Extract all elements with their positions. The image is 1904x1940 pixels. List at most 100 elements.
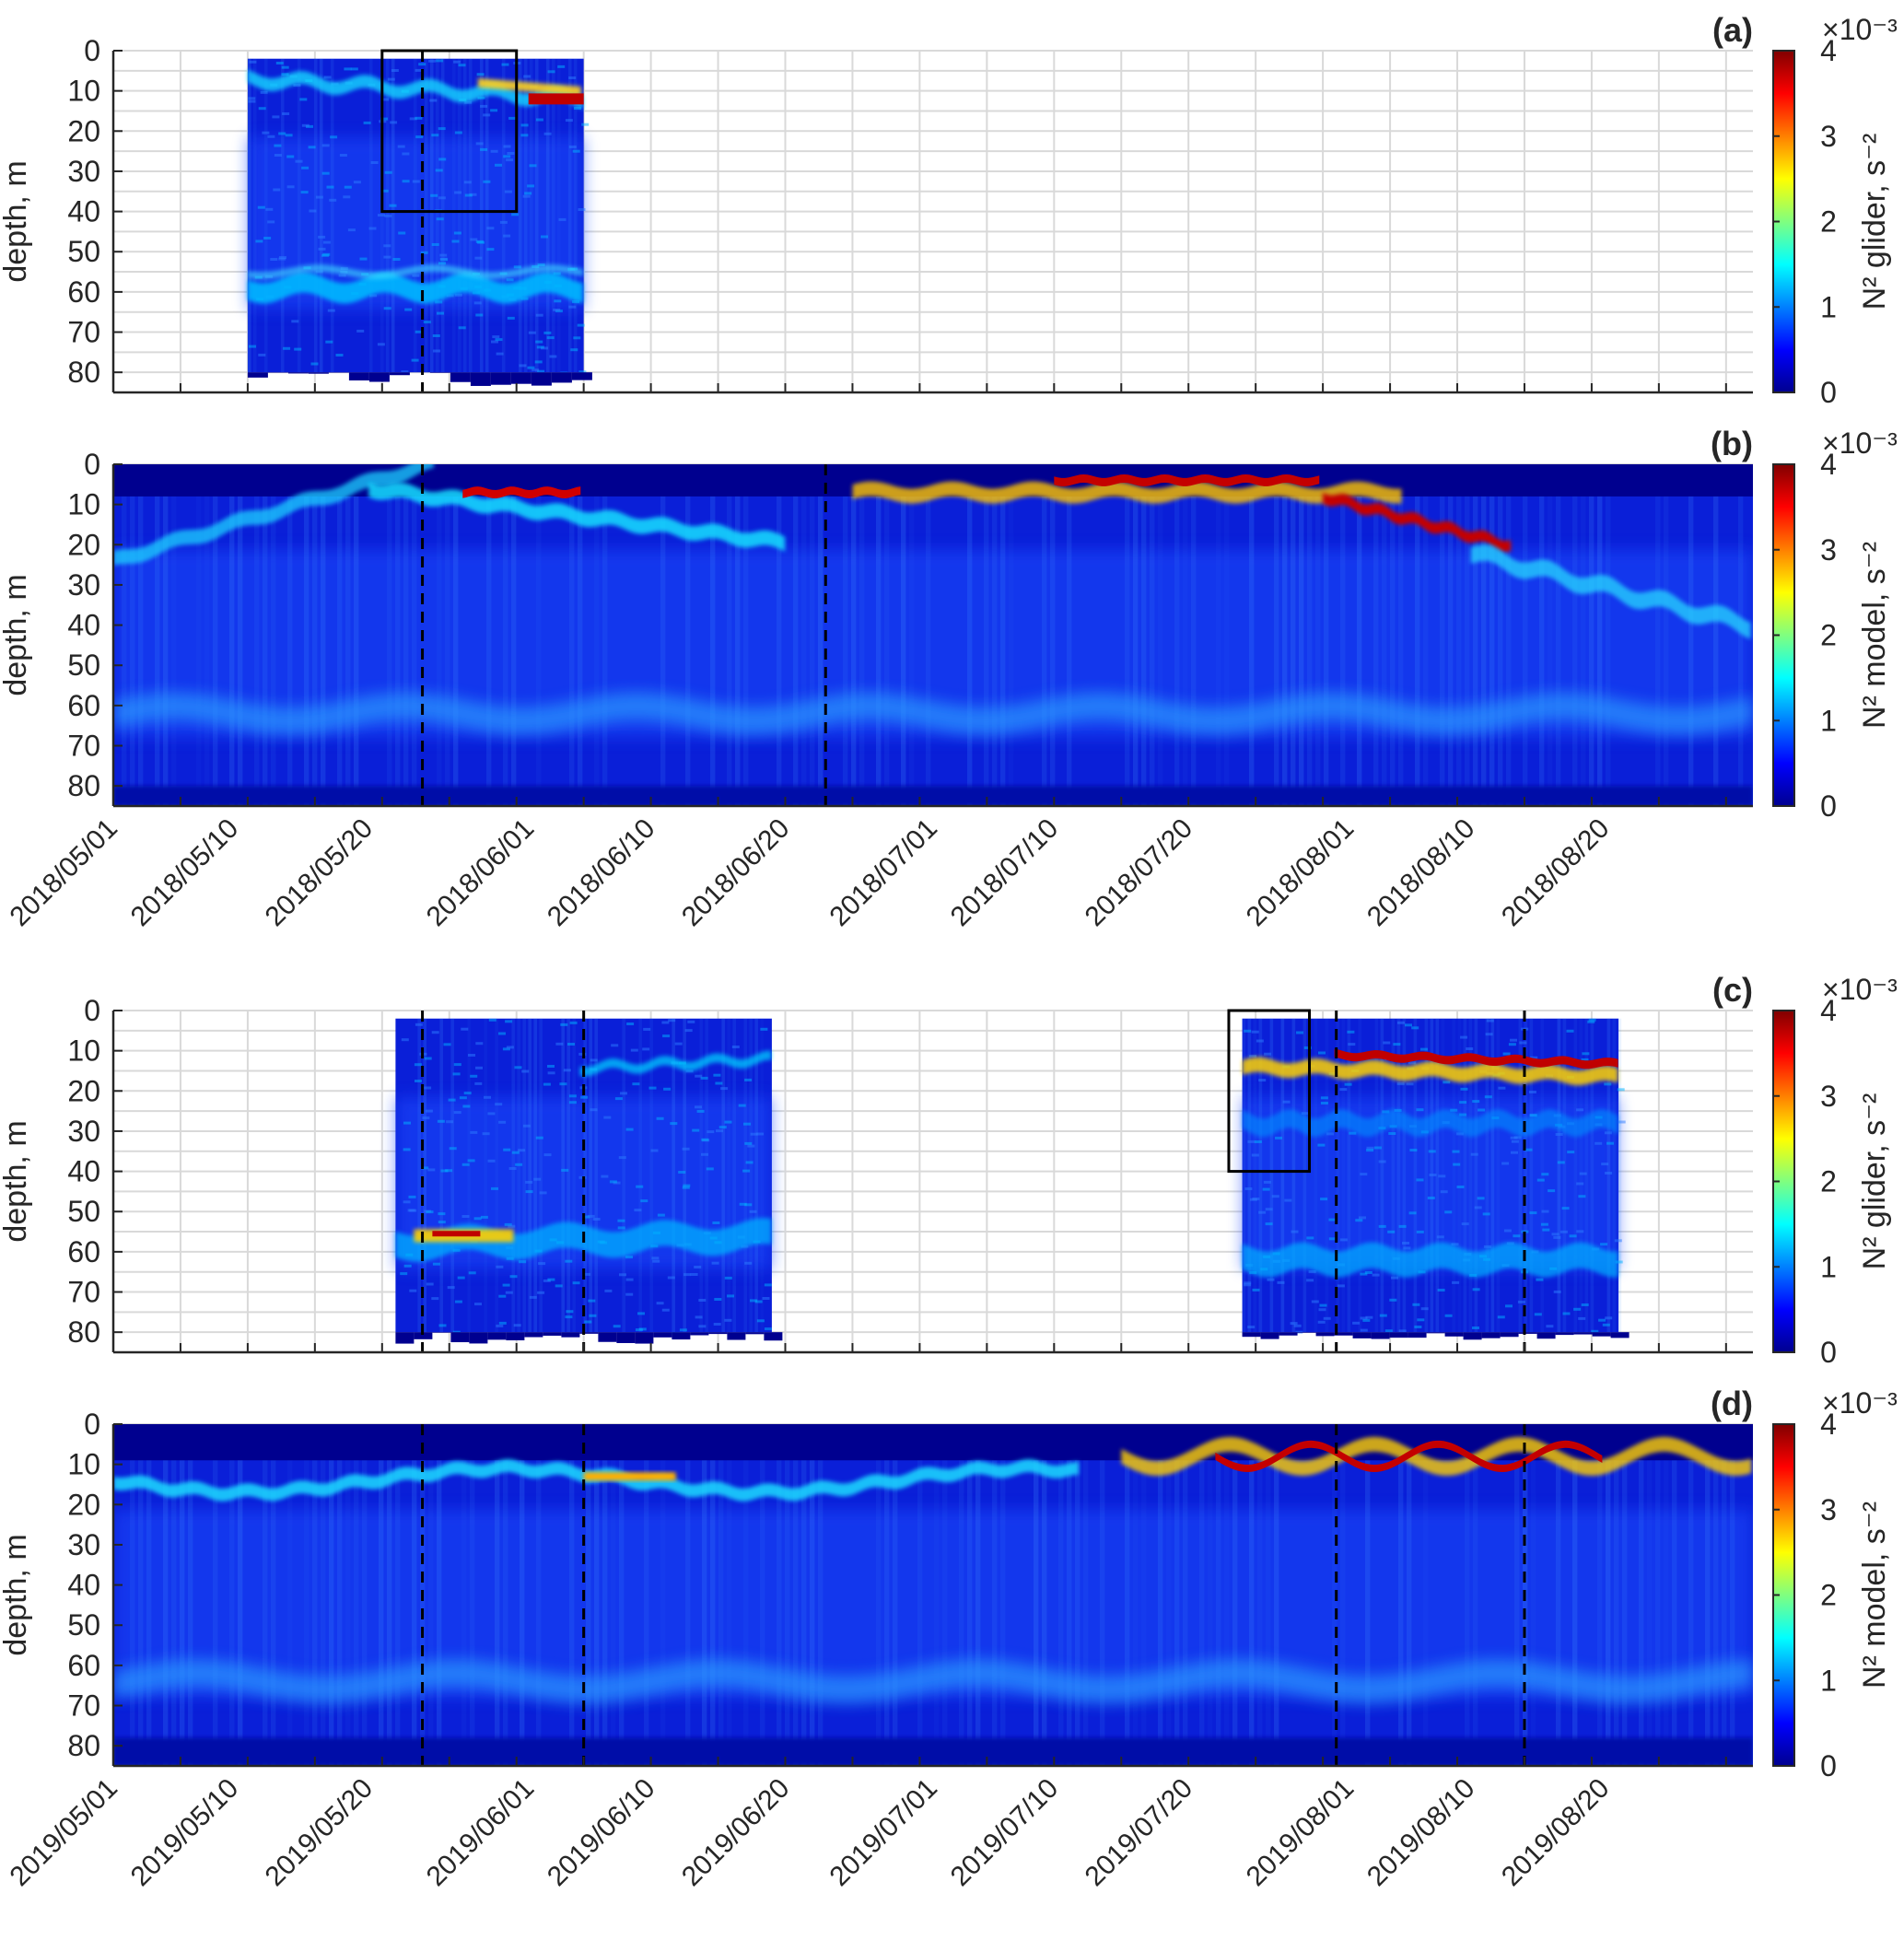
colorbar-tick-label: 1	[1820, 1664, 1837, 1697]
colorbar-tick-label: 2	[1820, 1579, 1837, 1612]
y-axis-label: depth, m	[0, 1534, 33, 1655]
data-field	[113, 464, 1753, 806]
colorbar-tick-label: 0	[1820, 1336, 1837, 1369]
y-tick-label: 30	[67, 155, 100, 188]
x-tick-label: 2018/07/10	[945, 813, 1065, 933]
y-tick-label: 70	[67, 1276, 100, 1309]
y-tick-label: 80	[67, 1729, 100, 1762]
x-tick-label: 2019/06/01	[421, 1773, 541, 1893]
colorbar-multiplier: ×10⁻³	[1822, 13, 1898, 46]
y-tick-label: 10	[67, 1034, 100, 1068]
x-tick-label: 2018/08/20	[1496, 813, 1616, 933]
y-tick-label: 40	[67, 609, 100, 642]
colorbar-tick-label: 1	[1820, 1250, 1837, 1283]
x-tick-label: 2019/06/20	[676, 1773, 796, 1893]
colorbar: 0 1 2 3 4×10⁻³ N² glider, s⁻²	[1772, 13, 1898, 409]
highlight-box	[1227, 1009, 1312, 1174]
y-tick-label: 10	[67, 75, 100, 108]
panel-label: (c)	[1712, 971, 1753, 1009]
x-tick-labels: 2019/05/01 2019/05/10 2019/05/20 2019/06/01…	[4, 1773, 1615, 1893]
colorbar-tick-label: 4	[1820, 448, 1837, 481]
y-tick-label: 50	[67, 1195, 100, 1228]
colorbar-tick-label: 2	[1820, 619, 1837, 652]
x-tick-label: 2019/07/10	[945, 1773, 1065, 1893]
panel-d: 0 10 20 30 40 50 60 70 80 depth, m (d) 0 1 2 3 4×10⁻³ N²…	[0, 1385, 1898, 1892]
y-tick-label: 70	[67, 316, 100, 349]
x-tick-label: 2018/07/20	[1080, 813, 1199, 933]
dashed-lines	[421, 1424, 1526, 1766]
colorbar-tick-label: 3	[1820, 533, 1837, 567]
y-tick-label: 40	[67, 1155, 100, 1188]
colorbar-tick-label: 2	[1820, 1165, 1837, 1198]
y-tick-label: 0	[84, 448, 100, 481]
colorbar-label: N² model, s⁻²	[1857, 1502, 1892, 1689]
x-tick-label: 2018/08/10	[1361, 813, 1481, 933]
y-tick-label: 20	[67, 1488, 100, 1521]
y-tick-label: 60	[67, 689, 100, 722]
x-tick-label: 2019/07/20	[1080, 1773, 1199, 1893]
colorbar-tick-label: 3	[1820, 1080, 1837, 1113]
x-tick-labels: 2018/05/01 2018/05/10 2018/05/20 2018/06/01…	[4, 813, 1615, 933]
y-tick-label: 80	[67, 769, 100, 802]
x-tick-label: 2018/06/20	[676, 813, 796, 933]
y-tick-label: 60	[67, 1649, 100, 1682]
axes: 0 10 20 30 40 50 60 70 80 depth, m	[0, 448, 1753, 808]
colorbar-tick-label: 0	[1820, 376, 1837, 409]
heatmap	[113, 1424, 1753, 1766]
axes: 0 10 20 30 40 50 60 70 80 depth, m	[0, 994, 1753, 1354]
colorbar: 0 1 2 3 4×10⁻³ N² model, s⁻²	[1772, 427, 1898, 823]
y-tick-label: 70	[67, 1689, 100, 1723]
panel-label: (d)	[1711, 1385, 1753, 1422]
x-tick-label: 2019/07/01	[824, 1773, 943, 1893]
x-tick-label: 2019/05/10	[125, 1773, 245, 1893]
data-field	[247, 58, 590, 375]
colorbar-tick-label: 4	[1820, 1408, 1837, 1441]
y-tick-label: 0	[84, 34, 100, 67]
y-tick-label: 60	[67, 1235, 100, 1268]
colorbar-tick-label: 1	[1820, 290, 1837, 323]
x-tick-label: 2018/06/01	[421, 813, 541, 933]
panel-label: (a)	[1712, 11, 1753, 49]
colorbar-tick-label: 2	[1820, 205, 1837, 239]
colorbar-tick-label: 4	[1820, 994, 1837, 1027]
panel-label: (b)	[1711, 425, 1753, 462]
colorbar: 0 1 2 3 4×10⁻³ N² model, s⁻²	[1772, 1386, 1898, 1782]
x-tick-label: 2019/05/20	[260, 1773, 380, 1893]
x-tick-label: 2018/05/10	[125, 813, 245, 933]
x-tick-label: 2018/05/20	[260, 813, 380, 933]
colorbar-tick-label: 0	[1820, 1749, 1837, 1782]
x-tick-label: 2019/06/10	[542, 1773, 661, 1893]
y-axis-label: depth, m	[0, 160, 33, 282]
data-field	[1242, 1018, 1626, 1334]
y-tick-label: 20	[67, 528, 100, 561]
y-axis-label: depth, m	[0, 574, 33, 695]
y-tick-label: 70	[67, 730, 100, 763]
y-tick-label: 30	[67, 1115, 100, 1148]
y-tick-label: 50	[67, 649, 100, 682]
axes: 0 10 20 30 40 50 60 70 80 depth, m	[0, 1408, 1753, 1768]
y-tick-label: 0	[84, 1408, 100, 1441]
axes: 0 10 20 30 40 50 60 70 80 depth, m	[0, 34, 1753, 394]
colorbar-multiplier: ×10⁻³	[1822, 973, 1898, 1006]
x-tick-label: 2019/08/01	[1241, 1773, 1361, 1893]
x-tick-label: 2018/08/01	[1241, 813, 1361, 933]
colorbar-label: N² glider, s⁻²	[1857, 1093, 1892, 1270]
heatmap	[247, 58, 592, 386]
y-tick-label: 30	[67, 568, 100, 602]
x-tick-label: 2019/08/20	[1496, 1773, 1616, 1893]
y-axis-label: depth, m	[0, 1120, 33, 1242]
dashed-lines	[421, 464, 827, 806]
x-tick-label: 2018/05/01	[4, 813, 123, 933]
y-tick-label: 30	[67, 1528, 100, 1561]
y-tick-label: 80	[67, 356, 100, 389]
dashed-lines	[421, 1011, 1526, 1352]
colorbar-tick-label: 3	[1820, 1493, 1837, 1526]
highlight-box	[380, 49, 519, 214]
y-tick-label: 60	[67, 275, 100, 309]
panel-a: 0 10 20 30 40 50 60 70 80 depth, m (a) 0 1 2 3 4×10⁻³ N²…	[0, 11, 1898, 409]
colorbar-multiplier: ×10⁻³	[1822, 1386, 1898, 1420]
colorbar-tick-label: 3	[1820, 120, 1837, 153]
colorbar: 0 1 2 3 4×10⁻³ N² glider, s⁻²	[1772, 973, 1898, 1369]
y-tick-label: 10	[67, 488, 100, 521]
colorbar-tick-label: 4	[1820, 34, 1837, 67]
